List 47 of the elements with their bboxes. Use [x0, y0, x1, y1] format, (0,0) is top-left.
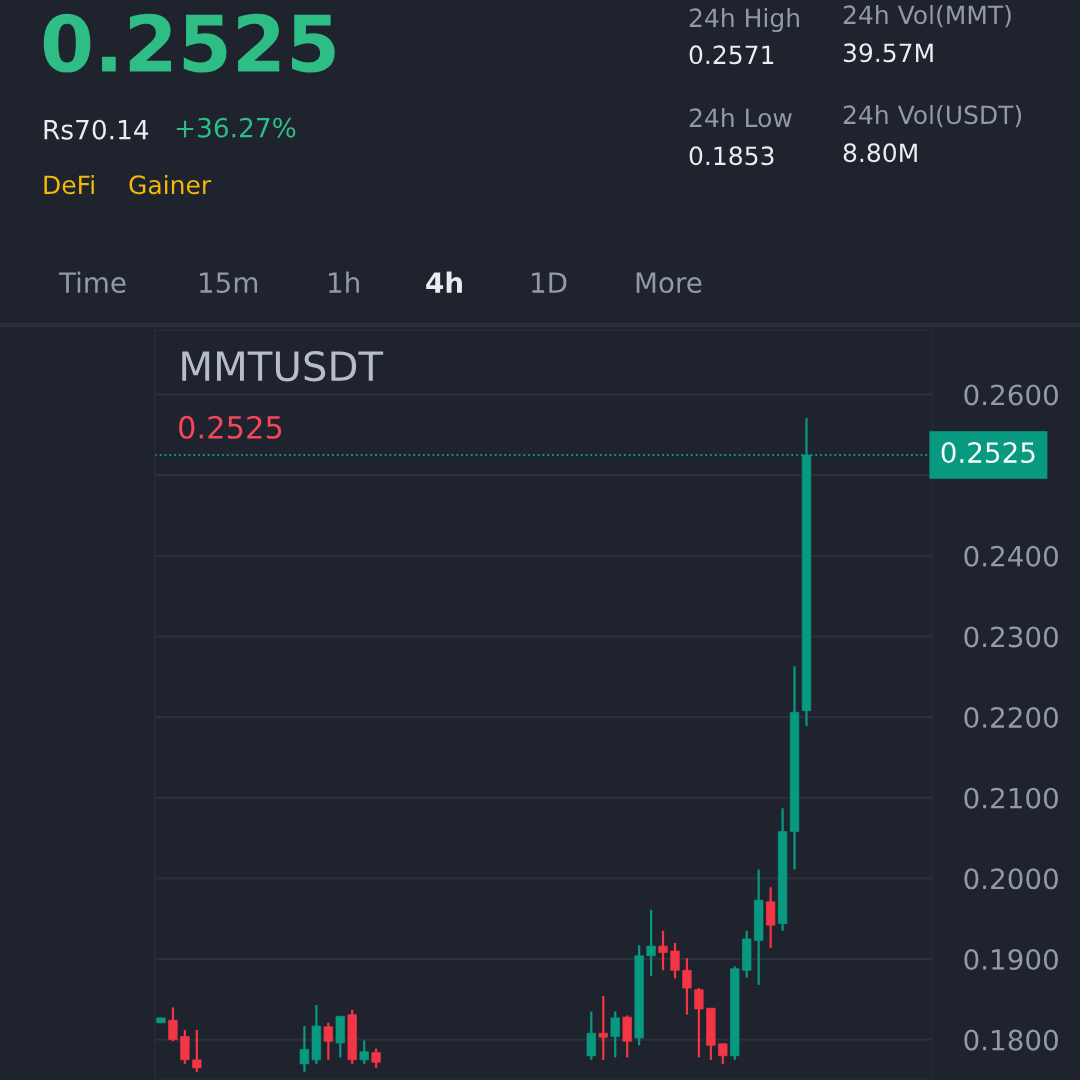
candlestick [180, 1028, 190, 1065]
y-tick-label: 0.2400 [964, 545, 1058, 567]
candlestick [371, 1047, 381, 1070]
text: Time [58, 271, 126, 294]
candlestick [658, 929, 668, 972]
text: 24h High [689, 7, 799, 33]
candlestick [765, 886, 776, 949]
candlestick [598, 995, 608, 1061]
y-tick-label: 0.1900 [964, 948, 1058, 970]
y-tick-label: 0.2300 [964, 626, 1058, 648]
candlestick [718, 1042, 728, 1065]
text: 39.57M [843, 43, 933, 63]
candlestick [192, 1028, 202, 1074]
text: More [636, 272, 702, 294]
text: Rs70.14 [44, 119, 149, 140]
candlestick [646, 908, 656, 978]
candlestick [670, 941, 680, 980]
text: 0.2525 [43, 13, 335, 73]
candlestick [682, 957, 692, 1016]
candlestick [610, 1010, 620, 1059]
text: 1D [532, 272, 567, 293]
candlestick [323, 1021, 333, 1061]
y-tick-label: 0.2000 [964, 868, 1058, 890]
y-tick-label: 0.2100 [964, 787, 1058, 809]
y-tick-label: 0.2200 [964, 707, 1058, 729]
text: Gainer [129, 174, 212, 195]
y-tick-label: 0.2600 [964, 384, 1058, 406]
candlestick [694, 986, 704, 1059]
text: 0.2571 [689, 45, 774, 65]
candlestick [586, 1010, 596, 1061]
text: 0.1853 [689, 146, 774, 166]
text: 1h [329, 271, 359, 293]
annotation: 0.2525 [179, 415, 282, 439]
text: +36.27% [176, 117, 296, 138]
chart-title: MMTUSDT [182, 350, 384, 382]
text: 4h [426, 271, 462, 293]
candlestick [359, 1039, 369, 1065]
text: 8.80M [843, 143, 917, 163]
text: DeFi [44, 174, 94, 195]
ref-line-label: 0.2525 [941, 442, 1035, 464]
text: 24h Vol(MMT) [843, 4, 1011, 28]
candlestick [299, 1024, 310, 1074]
text: 15m [200, 272, 258, 294]
candlestick [168, 1006, 178, 1043]
text: 24h Vol(USDT) [843, 104, 1022, 128]
text: 24h Low [689, 107, 792, 128]
y-tick-label: 0.1800 [964, 1029, 1058, 1051]
